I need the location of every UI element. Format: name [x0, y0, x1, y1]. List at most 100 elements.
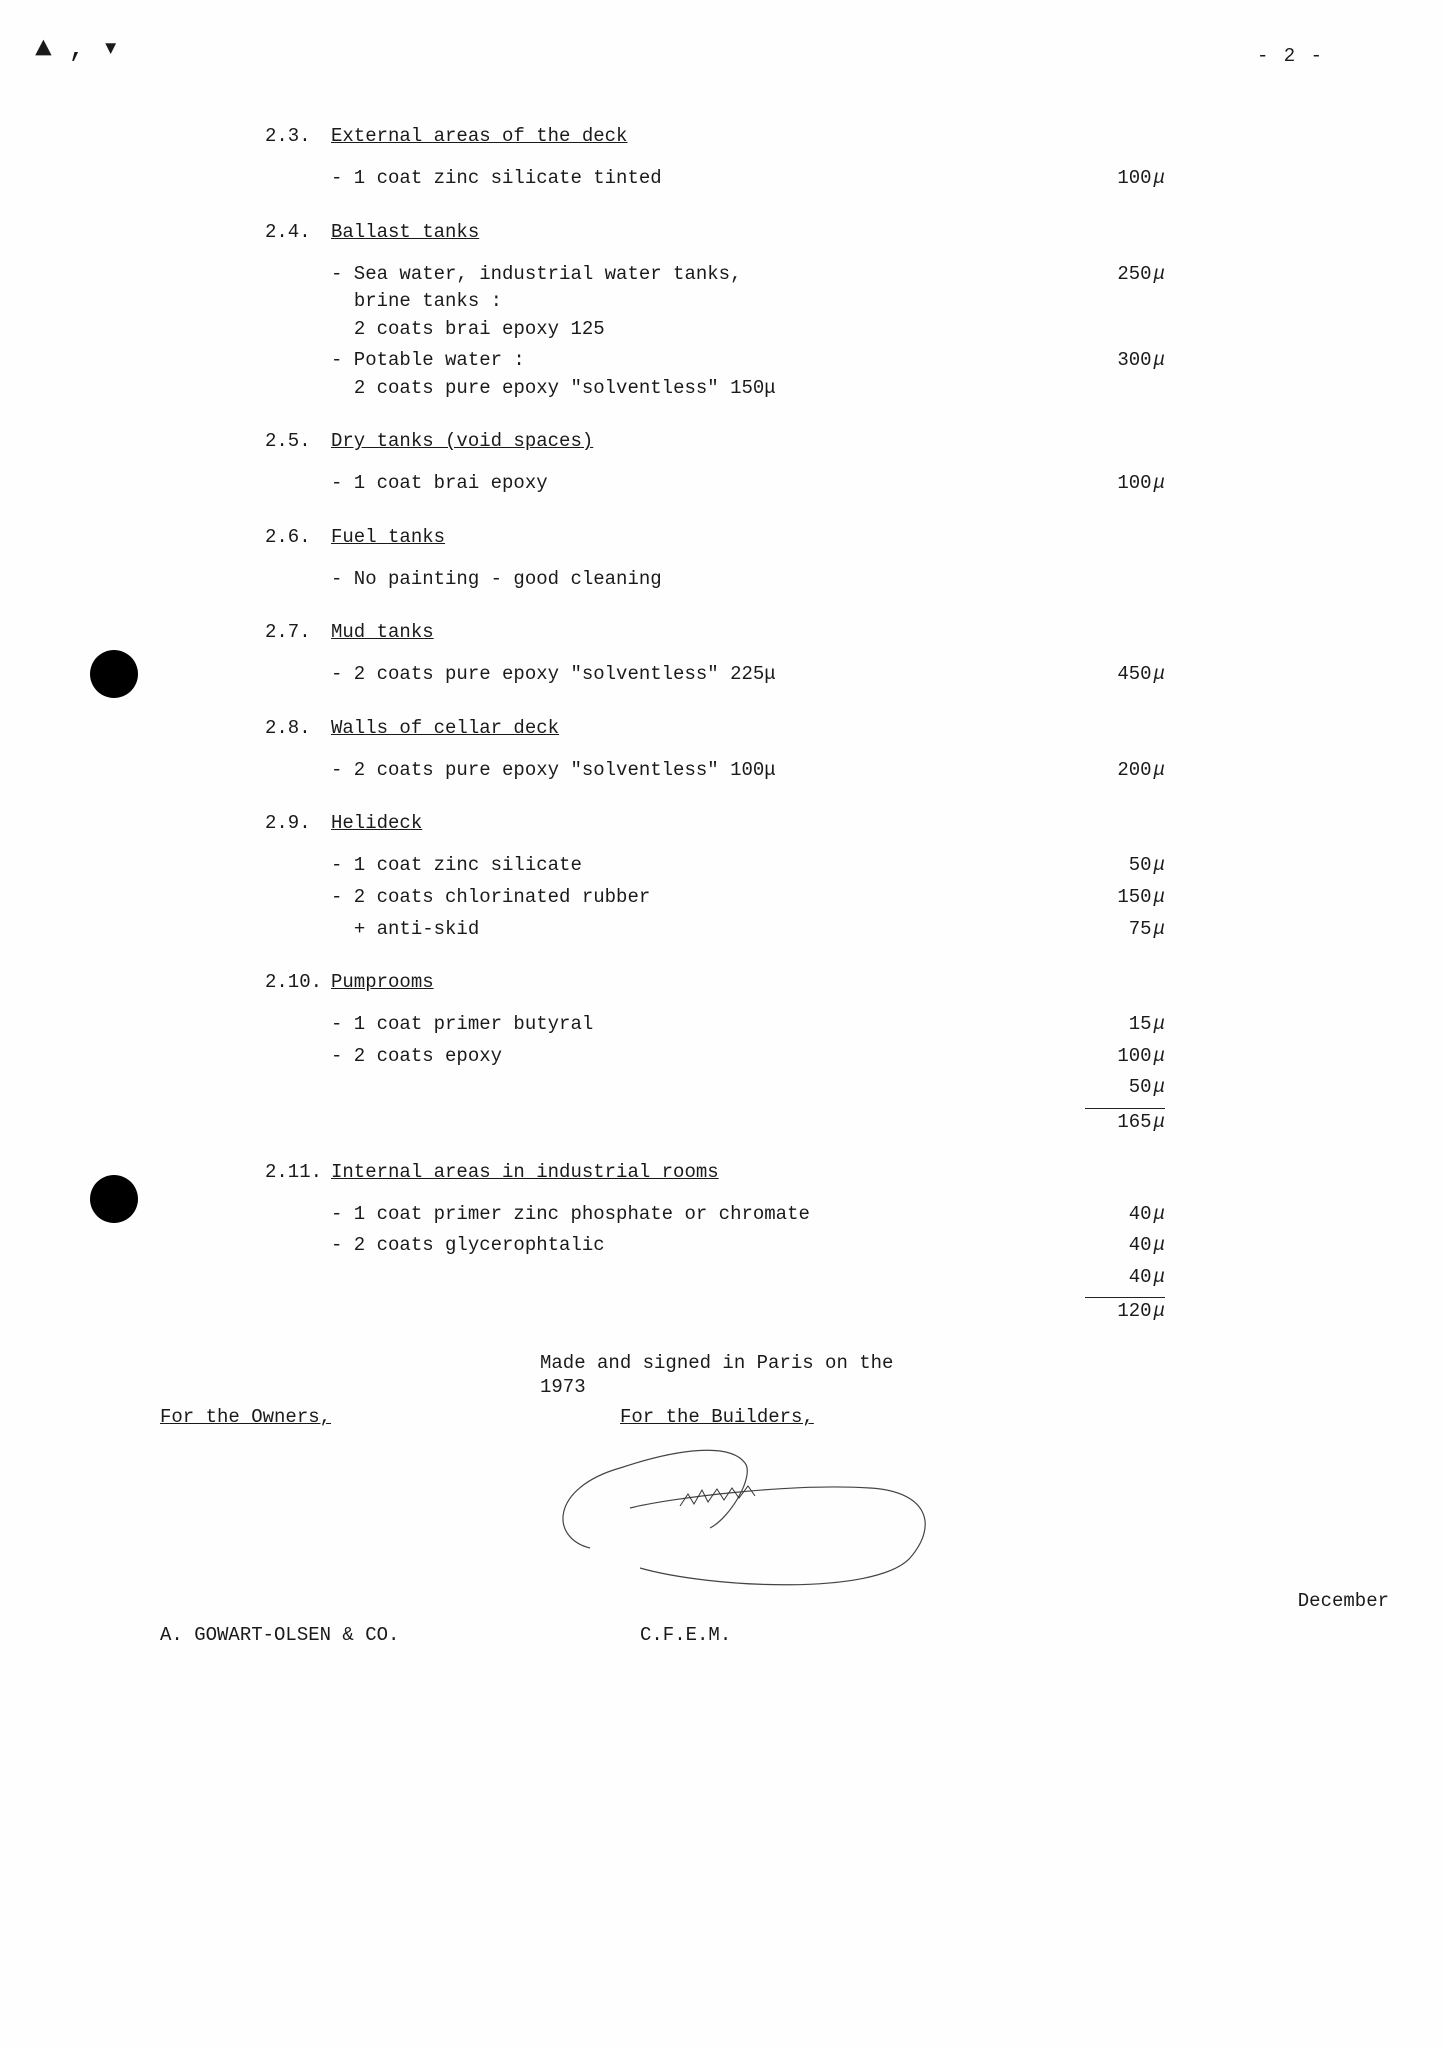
item-text: - 1 coat primer zinc phosphate or chroma…	[331, 1201, 1055, 1229]
section-title: Walls of cellar deck	[331, 717, 559, 739]
total-row: 120	[331, 1300, 1165, 1322]
corner-mark: ▲ , ▾	[35, 30, 119, 65]
item-row: - 1 coat zinc silicate50	[331, 852, 1165, 880]
section-heading: 2.11.Internal areas in industrial rooms	[265, 1161, 1165, 1183]
section-title: Dry tanks (void spaces)	[331, 430, 593, 452]
item-row: - Sea water, industrial water tanks, bri…	[331, 261, 1165, 344]
section-heading: 2.6.Fuel tanks	[265, 526, 1165, 548]
footer-block: Made and signed in Paris on the 1973 For…	[160, 1352, 1324, 1646]
section-heading: 2.10.Pumprooms	[265, 971, 1165, 993]
document-page: ▲ , ▾ - 2 - 2.3.External areas of the de…	[0, 0, 1444, 2048]
item-value: 50	[1055, 852, 1165, 880]
item-row: - 1 coat brai epoxy100	[331, 470, 1165, 498]
item-text: - Sea water, industrial water tanks, bri…	[331, 261, 1055, 344]
section-number: 2.8.	[265, 717, 331, 739]
made-signed-line: Made and signed in Paris on the	[540, 1352, 1324, 1374]
item-row: - 2 coats chlorinated rubber150	[331, 884, 1165, 912]
section-title: Internal areas in industrial rooms	[331, 1161, 719, 1183]
item-text: + anti-skid	[331, 916, 1055, 944]
item-value: 15	[1055, 1011, 1165, 1039]
section-number: 2.5.	[265, 430, 331, 452]
company-builders: C.F.E.M.	[640, 1624, 731, 1646]
item-value: 150	[1055, 884, 1165, 912]
item-row: - 1 coat primer zinc phosphate or chroma…	[331, 1201, 1165, 1229]
item-text: - 1 coat zinc silicate	[331, 852, 1055, 880]
item-value: 100	[1055, 165, 1165, 193]
punch-hole-icon	[90, 1175, 138, 1223]
section-title: External areas of the deck	[331, 125, 627, 147]
section-title: Ballast tanks	[331, 221, 479, 243]
content-body: 2.3.External areas of the deck - 1 coat z…	[265, 125, 1165, 1322]
december-text: December	[1298, 1590, 1389, 1612]
section: 2.3.External areas of the deck - 1 coat z…	[265, 125, 1165, 193]
section: 2.7.Mud tanks - 2 coats pure epoxy "solve…	[265, 621, 1165, 689]
item-text	[331, 1074, 1055, 1102]
item-row: - 2 coats glycerophtalic40	[331, 1232, 1165, 1260]
section: 2.4.Ballast tanks - Sea water, industrial…	[265, 221, 1165, 403]
section: 2.5.Dry tanks (void spaces) - 1 coat brai…	[265, 430, 1165, 498]
item-value: 300	[1055, 347, 1165, 402]
section-heading: 2.3.External areas of the deck	[265, 125, 1165, 147]
section-heading: 2.9.Helideck	[265, 812, 1165, 834]
item-value	[1055, 566, 1165, 594]
item-text: - 2 coats pure epoxy "solventless" 225μ	[331, 661, 1055, 689]
item-value: 250	[1055, 261, 1165, 344]
section-title: Fuel tanks	[331, 526, 445, 548]
total-row: 165	[331, 1111, 1165, 1133]
section-heading: 2.8.Walls of cellar deck	[265, 717, 1165, 739]
signature-area	[530, 1428, 1324, 1604]
total-value: 165	[1055, 1111, 1165, 1133]
item-row: - 1 coat zinc silicate tinted100	[331, 165, 1165, 193]
item-value: 100	[1055, 470, 1165, 498]
section: 2.6.Fuel tanks - No painting - good clean…	[265, 526, 1165, 594]
section-title: Pumprooms	[331, 971, 434, 993]
item-value: 100	[1055, 1043, 1165, 1071]
item-text: - 2 coats chlorinated rubber	[331, 884, 1055, 912]
section-number: 2.11.	[265, 1161, 331, 1183]
item-row: - 2 coats pure epoxy "solventless" 225μ4…	[331, 661, 1165, 689]
section-title: Mud tanks	[331, 621, 434, 643]
item-row: + anti-skid75	[331, 916, 1165, 944]
item-value: 200	[1055, 757, 1165, 785]
page-number: - 2 -	[1257, 45, 1324, 67]
item-value: 40	[1055, 1201, 1165, 1229]
section: 2.10.Pumprooms- 1 coat primer butyral15-…	[265, 971, 1165, 1133]
item-value: 450	[1055, 661, 1165, 689]
item-text: - 1 coat zinc silicate tinted	[331, 165, 1055, 193]
item-row: 50	[331, 1074, 1165, 1102]
section-number: 2.6.	[265, 526, 331, 548]
item-value: 40	[1055, 1264, 1165, 1292]
section-number: 2.4.	[265, 221, 331, 243]
section-number: 2.3.	[265, 125, 331, 147]
item-text: - 2 coats epoxy	[331, 1043, 1055, 1071]
section-heading: 2.4.Ballast tanks	[265, 221, 1165, 243]
item-value: 75	[1055, 916, 1165, 944]
item-text: - 2 coats glycerophtalic	[331, 1232, 1055, 1260]
item-text	[331, 1264, 1055, 1292]
item-row: - 2 coats pure epoxy "solventless" 100μ2…	[331, 757, 1165, 785]
total-value: 120	[1055, 1300, 1165, 1322]
item-text: - 1 coat brai epoxy	[331, 470, 1055, 498]
section: 2.11.Internal areas in industrial rooms -…	[265, 1161, 1165, 1323]
item-text: - 1 coat primer butyral	[331, 1011, 1055, 1039]
item-row: - 1 coat primer butyral15	[331, 1011, 1165, 1039]
item-text: - Potable water : 2 coats pure epoxy "so…	[331, 347, 1055, 402]
section-number: 2.9.	[265, 812, 331, 834]
section-heading: 2.7.Mud tanks	[265, 621, 1165, 643]
owners-label: For the Owners,	[160, 1406, 600, 1428]
section-title: Helideck	[331, 812, 422, 834]
item-value: 40	[1055, 1232, 1165, 1260]
item-text: - No painting - good cleaning	[331, 566, 1055, 594]
item-value: 50	[1055, 1074, 1165, 1102]
company-owners: A. GOWART-OLSEN & CO.	[160, 1624, 640, 1646]
section-number: 2.10.	[265, 971, 331, 993]
section-number: 2.7.	[265, 621, 331, 643]
item-row: - 2 coats epoxy100	[331, 1043, 1165, 1071]
signature-icon	[530, 1428, 950, 1598]
section-heading: 2.5.Dry tanks (void spaces)	[265, 430, 1165, 452]
made-year: 1973	[540, 1376, 1324, 1398]
punch-hole-icon	[90, 650, 138, 698]
section: 2.8.Walls of cellar deck - 2 coats pure e…	[265, 717, 1165, 785]
item-row: - Potable water : 2 coats pure epoxy "so…	[331, 347, 1165, 402]
item-text: - 2 coats pure epoxy "solventless" 100μ	[331, 757, 1055, 785]
